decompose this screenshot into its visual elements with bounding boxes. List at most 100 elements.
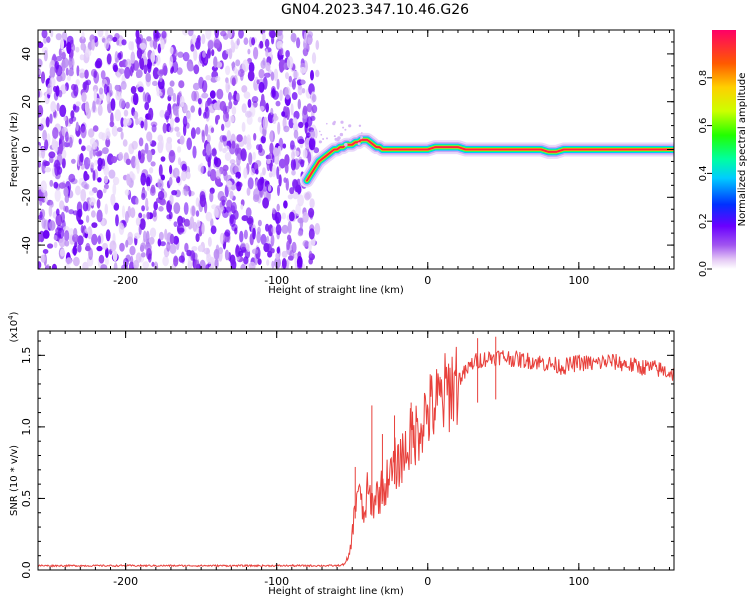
noise-blob: [85, 242, 91, 251]
noise-blob: [63, 115, 67, 121]
spread-dot: [348, 124, 352, 128]
noise-blob: [145, 72, 151, 83]
noise-blob: [260, 60, 266, 69]
noise-blob: [172, 92, 177, 103]
noise-blob: [235, 144, 240, 155]
noise-blob: [79, 54, 85, 61]
noise-blob: [46, 264, 50, 269]
noise-blob: [207, 39, 215, 50]
heatmap-ytick-label: -20: [20, 188, 33, 206]
noise-blob: [315, 40, 320, 50]
noise-blob: [170, 117, 174, 128]
noise-blob: [65, 67, 69, 76]
noise-blob: [91, 222, 98, 229]
noise-blob: [252, 227, 256, 240]
noise-blob: [160, 174, 165, 181]
noise-blob: [105, 257, 109, 266]
noise-blob: [315, 69, 320, 78]
noise-blob: [265, 102, 270, 113]
noise-blob: [277, 121, 281, 135]
noise-blob: [173, 48, 178, 58]
noise-blob: [231, 140, 236, 149]
spread-dot: [336, 138, 340, 142]
noise-blob: [284, 154, 290, 166]
noise-blob: [137, 86, 144, 93]
noise-blob: [181, 30, 189, 36]
noise-blob: [248, 62, 255, 74]
noise-blob: [304, 192, 311, 201]
noise-blob: [211, 148, 217, 157]
noise-blob: [245, 207, 252, 218]
noise-blob: [201, 222, 205, 235]
noise-blob: [118, 152, 124, 161]
noise-blob: [197, 35, 201, 43]
noise-blob: [146, 36, 152, 42]
noise-blob: [253, 188, 260, 201]
noise-blob: [241, 85, 248, 93]
noise-blob: [252, 151, 256, 161]
noise-blob: [84, 101, 90, 113]
noise-blob: [235, 171, 241, 179]
noise-blob: [164, 228, 168, 240]
noise-blob: [54, 163, 60, 177]
noise-blob: [64, 205, 69, 213]
noise-blob: [193, 48, 198, 61]
noise-blob: [56, 102, 60, 112]
noise-blob: [104, 38, 110, 50]
noise-blob: [93, 70, 97, 79]
noise-blob: [81, 92, 87, 103]
noise-blob: [307, 151, 312, 164]
noise-blob: [236, 134, 243, 143]
noise-blob: [185, 171, 191, 180]
noise-blob: [292, 179, 299, 191]
noise-blob: [173, 221, 178, 228]
noise-blob: [296, 37, 301, 49]
noise-blob: [113, 64, 118, 73]
noise-blob: [271, 260, 275, 269]
noise-blob: [143, 64, 148, 75]
noise-blob: [283, 200, 288, 209]
noise-blob: [178, 80, 185, 89]
spread-dot: [333, 135, 336, 138]
noise-blob: [116, 72, 121, 79]
noise-blob: [61, 31, 68, 41]
noise-blob: [61, 149, 67, 159]
spread-dot: [326, 137, 328, 140]
noise-blob: [284, 86, 291, 100]
noise-blob: [205, 211, 213, 222]
noise-blob: [242, 59, 249, 72]
noise-blob: [272, 207, 276, 215]
snr-xtick-label: 0: [424, 575, 431, 588]
noise-blob: [297, 230, 304, 237]
noise-blob: [100, 264, 108, 269]
noise-blob: [134, 232, 141, 239]
noise-blob: [187, 63, 195, 72]
noise-blob: [153, 201, 158, 211]
noise-blob: [150, 51, 156, 64]
snr-multiplier: (x104): [7, 311, 20, 342]
noise-blob: [168, 176, 173, 186]
noise-blob: [290, 158, 296, 171]
noise-blob: [213, 248, 220, 260]
noise-blob: [73, 227, 78, 238]
noise-blob: [68, 173, 76, 183]
snr-axes-frame: [37, 330, 675, 571]
noise-blob: [276, 30, 283, 36]
noise-blob: [144, 118, 148, 131]
noise-blob: [120, 117, 125, 128]
noise-blob: [302, 47, 309, 57]
noise-blob: [143, 230, 147, 243]
noise-blob: [92, 149, 96, 157]
noise-blob: [246, 142, 252, 151]
noise-blob: [193, 259, 200, 269]
noise-blob: [55, 213, 63, 226]
noise-blob: [201, 33, 206, 45]
noise-blob: [114, 84, 120, 91]
noise-blob: [84, 183, 90, 190]
heatmap-ytick-label: -40: [20, 236, 33, 254]
noise-blob: [140, 252, 146, 258]
noise-blob: [76, 65, 80, 77]
noise-blob: [187, 255, 192, 269]
noise-blob: [111, 156, 118, 164]
noise-blob: [177, 146, 182, 153]
